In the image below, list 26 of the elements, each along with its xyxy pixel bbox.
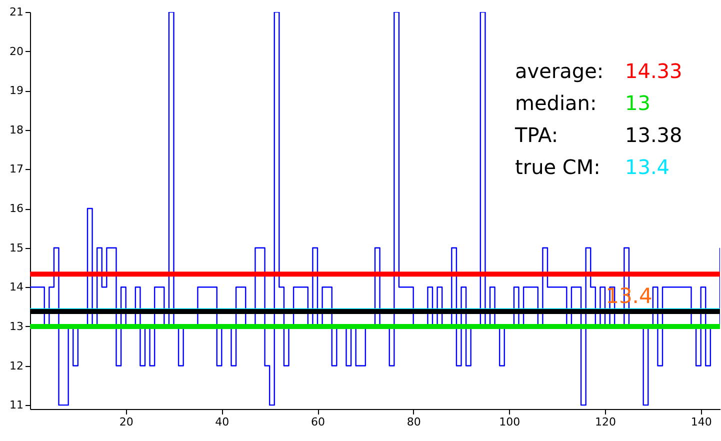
- y-tick-label: 14: [10, 280, 24, 294]
- x-tick-label: 100: [499, 416, 520, 428]
- y-tick-label: 19: [10, 84, 24, 98]
- annotation: average:: [515, 59, 604, 83]
- x-tick-label: 40: [215, 416, 230, 428]
- y-tick-label: 21: [10, 6, 24, 18]
- y-tick-label: 17: [10, 162, 24, 176]
- annotation: 13.4: [625, 155, 670, 179]
- y-tick-label: 15: [10, 241, 24, 254]
- x-tick-label: 20: [119, 416, 134, 428]
- annotation: median:: [515, 91, 597, 115]
- y-tick-label: 16: [10, 202, 24, 216]
- y-tick-label: 13: [10, 320, 24, 333]
- x-tick-label: 80: [406, 416, 421, 428]
- annotation: true CM:: [515, 155, 600, 179]
- y-tick-label: 11: [10, 398, 24, 412]
- y-tick-label: 18: [10, 123, 24, 136]
- x-tick-label: 60: [311, 416, 325, 428]
- annotation: 14.33: [625, 59, 682, 83]
- x-tick-label: 120: [595, 416, 616, 428]
- y-tick-label: 20: [10, 44, 24, 58]
- y-tick-label: 12: [10, 359, 24, 372]
- annotation: 13.38: [625, 123, 682, 147]
- annotation: TPA:: [514, 123, 558, 147]
- x-tick-label: 140: [690, 416, 712, 428]
- annotation: 13: [625, 91, 650, 115]
